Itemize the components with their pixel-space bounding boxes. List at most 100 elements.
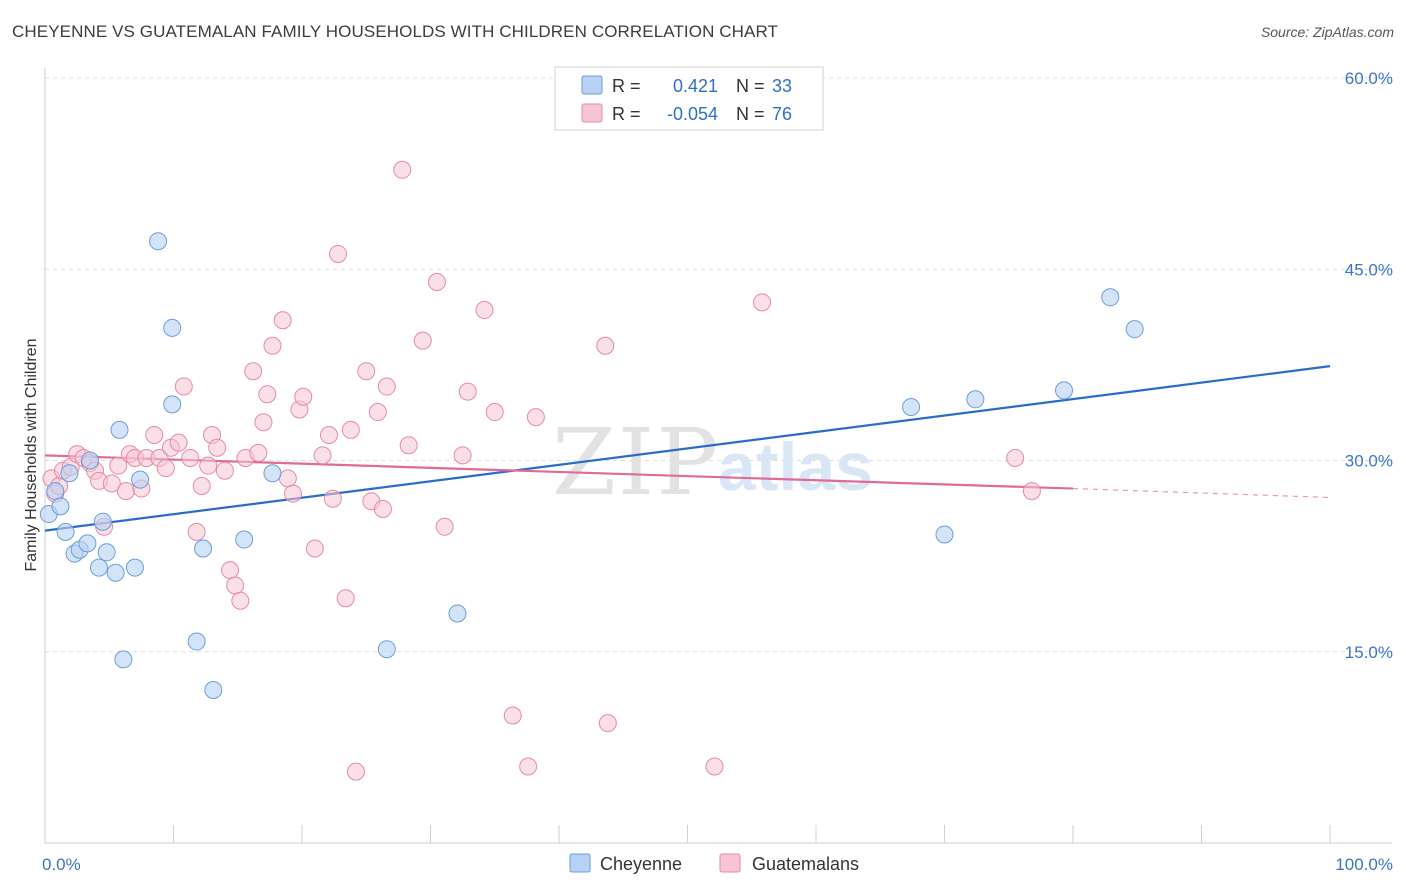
point-cheyenne [60,464,79,483]
point-cheyenne [114,650,133,669]
legend-swatch-guatemalan [581,103,603,123]
point-cheyenne [46,482,65,501]
point-guatemalans [208,438,227,457]
point-cheyenne [80,451,99,470]
point-guatemalans [215,461,234,480]
point-guatemalans [413,331,432,350]
bottom-legend-swatch-guatemalan [719,853,741,873]
point-guatemalans [305,539,324,558]
point-guatemalans [174,377,193,396]
point-cheyenne [935,525,954,544]
point-cheyenne [93,512,112,531]
point-guatemalans [226,576,245,595]
point-cheyenne [106,563,125,582]
point-guatemalans [368,403,387,422]
point-guatemalans [435,517,454,536]
point-guatemalans [244,362,263,381]
legend-r-value-1: 0.421 [673,76,718,96]
point-guatemalans [109,456,128,475]
point-guatemalans [116,482,135,501]
point-guatemalans [319,426,338,444]
point-guatemalans [485,403,504,422]
point-guatemalans [102,474,121,493]
point-cheyenne [131,470,150,489]
data-points [39,160,1144,781]
point-guatemalans [453,446,472,465]
point-guatemalans [399,436,418,455]
point-guatemalans [284,484,303,503]
point-guatemalans [336,589,355,608]
point-guatemalans [187,522,206,541]
legend-r-value-2: -0.054 [667,104,718,124]
point-guatemalans [475,301,494,320]
point-guatemalans [341,420,360,439]
point-guatemalans [273,311,292,330]
legend-n-label-1: N = [736,76,765,96]
point-cheyenne [125,558,144,577]
point-guatemalans [254,413,273,432]
point-guatemalans [294,387,313,406]
point-guatemalans [221,561,240,580]
point-guatemalans [357,362,376,381]
point-guatemalans [192,477,211,495]
trend-line-guatemalans-extension [1072,487,1331,499]
point-cheyenne [235,530,254,549]
point-cheyenne [56,522,75,541]
point-cheyenne [966,390,985,409]
point-cheyenne [448,604,467,623]
point-guatemalans [393,160,412,179]
trend-line-cheyenne [44,365,1331,532]
point-guatemalans [377,377,396,396]
point-cheyenne [194,539,213,558]
legend-r-label-2: R = [612,104,641,124]
point-guatemalans [705,757,724,776]
point-cheyenne [97,543,116,562]
source-credit: Source: ZipAtlas.com [1260,24,1394,40]
point-guatemalans [346,762,365,781]
point-guatemalans [323,489,342,508]
point-cheyenne [263,464,282,483]
point-cheyenne [1125,320,1144,339]
point-guatemalans [263,336,282,355]
bottom-legend-cheyenne: Cheyenne [600,854,682,874]
legend-swatch-cheyenne [581,75,603,95]
point-cheyenne [163,318,182,337]
point-guatemalans [458,382,477,401]
y-axis-label: Family Households with Children [23,339,40,572]
point-guatemalans [1006,448,1025,467]
point-cheyenne [187,632,206,651]
legend-n-label-2: N = [736,104,765,124]
point-cheyenne [1055,381,1074,400]
point-guatemalans [231,591,250,610]
point-guatemalans [373,499,392,518]
point-cheyenne [51,497,70,516]
trend-lines [44,365,1331,532]
y-tick-label: 60.0% [1345,69,1393,88]
point-guatemalans [753,293,772,312]
point-guatemalans [278,469,297,488]
legend-n-value-1: 33 [772,76,792,96]
bottom-legend-guatemalans: Guatemalans [752,854,859,874]
point-cheyenne [110,420,129,439]
point-guatemalans [519,757,538,776]
bottom-legend-swatch-cheyenne [569,853,591,873]
trend-line-guatemalans [44,454,1074,490]
correlation-legend: R = 0.421 N = 33 R = -0.054 N = 76 [554,66,824,131]
point-guatemalans [328,244,347,263]
point-cheyenne [902,397,921,416]
point-guatemalans [169,433,188,452]
point-guatemalans [181,448,200,467]
point-cheyenne [377,640,396,659]
y-tick-label: 45.0% [1345,260,1393,279]
point-cheyenne [1101,288,1120,307]
point-guatemalans [249,443,268,462]
legend-r-label-1: R = [612,76,641,96]
x-tick-label: 0.0% [42,855,81,874]
y-tick-label: 15.0% [1345,643,1393,662]
series-legend: Cheyenne Guatemalans [569,853,859,874]
point-guatemalans [145,426,164,444]
chart-title: CHEYENNE VS GUATEMALAN FAMILY HOUSEHOLDS… [12,22,779,41]
point-guatemalans [596,336,615,355]
point-guatemalans [313,446,332,465]
